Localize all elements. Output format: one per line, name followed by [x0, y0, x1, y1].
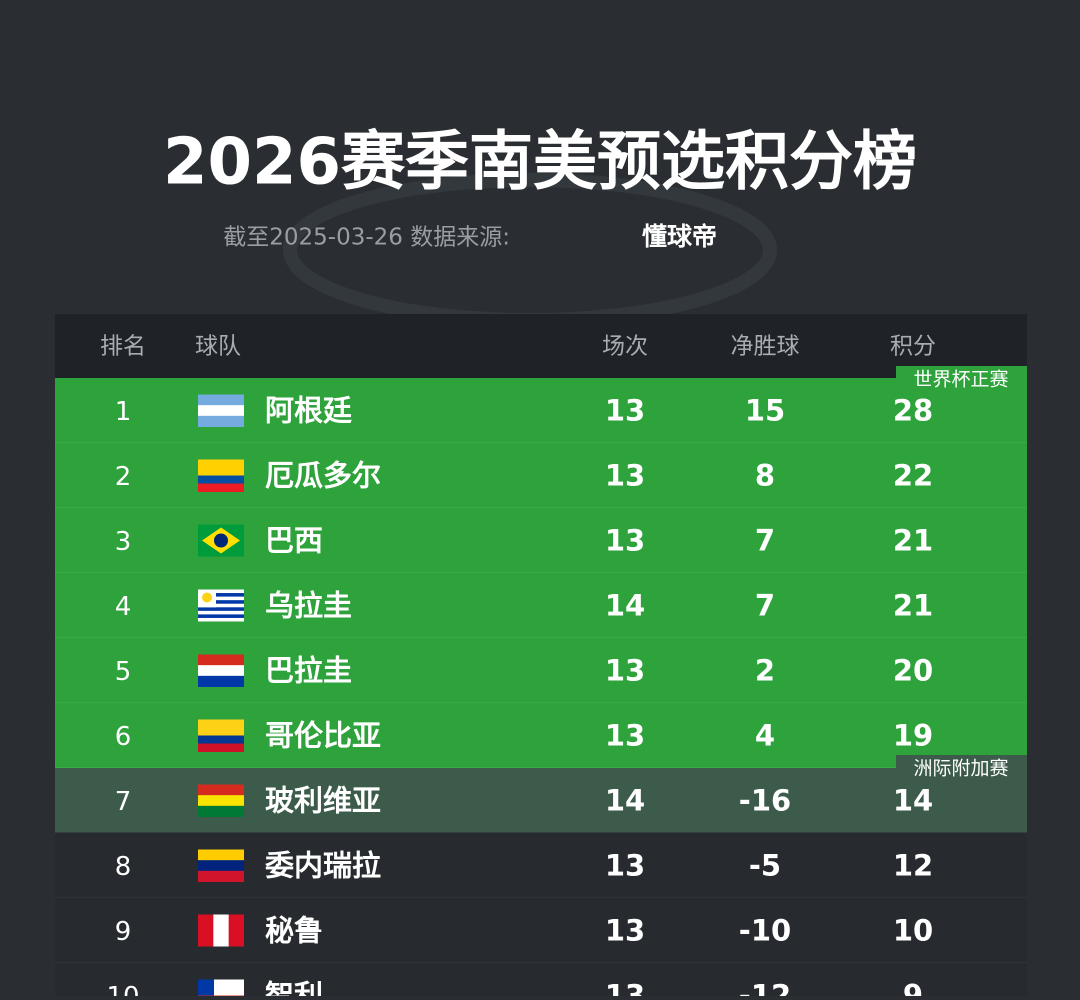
cell: 13: [605, 524, 645, 558]
cell: 4: [755, 719, 775, 753]
flag-part: [198, 979, 214, 996]
source: 懂球帝: [642, 222, 717, 251]
cell: 20: [893, 654, 933, 688]
team-name: 玻利维亚: [265, 784, 381, 818]
cell: 7: [115, 787, 132, 817]
cell: 28: [893, 394, 933, 428]
cell: 8: [115, 852, 132, 882]
flag-part: [198, 593, 244, 597]
cell: 1: [115, 397, 132, 427]
cell: 10: [893, 914, 933, 948]
zone-badge-label: 世界杯正赛: [913, 369, 1008, 391]
cell: 21: [893, 524, 933, 558]
flag-part: [198, 665, 244, 677]
flag-part: [198, 459, 244, 476]
zone-badge: [896, 366, 1027, 392]
subtitle: 截至2025-03-26 数据来源:: [223, 225, 510, 251]
cell: 8: [755, 459, 775, 493]
zone-badge: [896, 755, 1027, 781]
flag-part: [198, 394, 244, 406]
cell: 9: [115, 917, 132, 947]
cell: 3: [115, 527, 132, 557]
team-name: 哥伦比亚: [265, 719, 381, 753]
flag-part: [198, 654, 244, 666]
flag-part: [198, 805, 244, 817]
cell: 13: [605, 394, 645, 428]
team-name: 秘鲁: [265, 914, 323, 948]
flag-part: [202, 592, 212, 603]
team-name: 乌拉圭: [265, 589, 352, 623]
flag-part: [198, 860, 244, 872]
flag-part: [198, 849, 244, 861]
cell: 10: [106, 982, 139, 996]
flag-part: [198, 675, 244, 687]
flag-part: [198, 483, 244, 492]
cell: 7: [755, 524, 775, 558]
team-name: 巴拉圭: [265, 654, 352, 688]
cell: 13: [605, 849, 645, 883]
column-header: 积分: [890, 334, 936, 360]
cell: 22: [893, 459, 933, 493]
cell: 21: [893, 589, 933, 623]
flag-part: [198, 870, 244, 882]
flag-part: [198, 405, 244, 417]
team-name: 厄瓜多尔: [265, 459, 381, 493]
cell: 13: [605, 914, 645, 948]
cell: 6: [115, 722, 132, 752]
cell: -5: [749, 849, 781, 883]
zone-badge-label: 洲际附加赛: [913, 758, 1008, 780]
cell: 14: [893, 784, 933, 818]
cell: 19: [893, 719, 933, 753]
flag-part: [198, 735, 244, 744]
cell: -12: [739, 979, 791, 997]
column-header: 净胜球: [731, 334, 800, 360]
flag-part: [198, 795, 244, 807]
cell: 14: [605, 589, 645, 623]
flag-part: [198, 784, 244, 796]
cell: 5: [115, 657, 132, 687]
cell: 13: [605, 719, 645, 753]
table-header: [55, 314, 1027, 378]
cell: 7: [755, 589, 775, 623]
cell: 13: [605, 979, 645, 997]
cell: -10: [739, 914, 791, 948]
cell: 15: [745, 394, 785, 428]
cell: 9: [903, 979, 923, 997]
cell: 2: [755, 654, 775, 688]
column-header: 场次: [602, 334, 648, 360]
cell: 4: [115, 592, 132, 622]
cell: 14: [605, 784, 645, 818]
team-name: 委内瑞拉: [265, 849, 381, 883]
cell: 13: [605, 654, 645, 688]
flag-part: [198, 600, 244, 604]
flag-part: [198, 719, 244, 736]
flag-part: [198, 607, 244, 611]
cell: 2: [115, 462, 132, 492]
team-name: 阿根廷: [265, 394, 353, 428]
flag-part: [214, 533, 228, 548]
flag-part: [198, 415, 244, 427]
flag-part: [198, 743, 244, 752]
title: 2026赛季南美预选积分榜: [163, 126, 917, 200]
flag-part: [198, 475, 244, 484]
column-header: 球队: [195, 334, 241, 360]
cell: 12: [893, 849, 933, 883]
flag-part: [213, 914, 229, 947]
cell: -16: [739, 784, 791, 818]
column-header: 排名: [100, 334, 146, 360]
flag-part: [198, 614, 244, 618]
team-name: 巴西: [265, 524, 323, 558]
cell: 13: [605, 459, 645, 493]
team-name: 智利: [265, 979, 323, 997]
